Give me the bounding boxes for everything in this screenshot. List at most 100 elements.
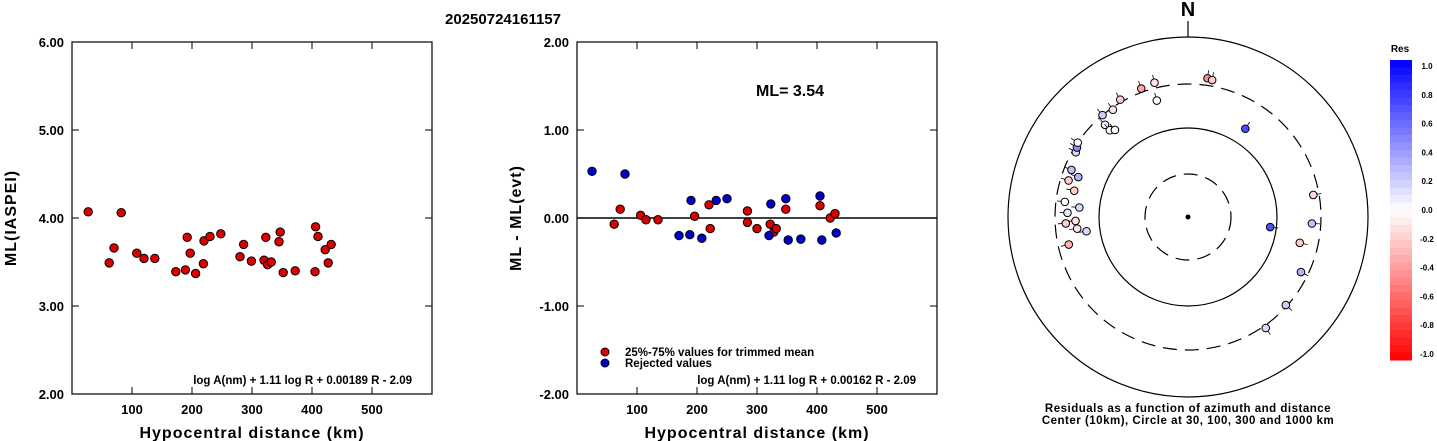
res-rejected-point — [831, 228, 841, 238]
ml-data-point — [150, 253, 160, 264]
res-rejected-point — [783, 235, 793, 245]
colorbar-segment — [1390, 75, 1412, 83]
res-y-tick-label: 2.00 — [544, 35, 569, 50]
ml-data-point — [116, 208, 126, 218]
ml-x-tick-label: 200 — [181, 402, 203, 417]
distance-ring — [1098, 127, 1278, 307]
colorbar-segment — [1390, 82, 1412, 91]
station-marker — [1296, 267, 1306, 277]
legend-label: 25%-75% values for trimmed mean — [625, 347, 814, 359]
station-marker — [1064, 240, 1074, 249]
colorbar-tick-label: 0.2 — [1421, 177, 1433, 186]
res-rejected-point — [766, 199, 776, 209]
colorbar-segment — [1390, 150, 1412, 158]
res-rejected-point — [685, 230, 695, 240]
polar-caption-line1: Residuals as a function of azimuth and d… — [1045, 403, 1331, 415]
station-marker — [1063, 208, 1072, 218]
res-trimmed-point — [742, 217, 753, 228]
station-marker — [1060, 197, 1070, 207]
res-trimmed-point — [742, 206, 753, 216]
colorbar-segment — [1390, 345, 1412, 353]
res-rejected-point — [815, 191, 825, 201]
colorbar-segment — [1390, 255, 1412, 263]
ml-data-point — [326, 239, 336, 250]
colorbar-segment — [1390, 315, 1412, 323]
colorbar-tick-label: -1.0 — [1420, 350, 1434, 359]
colorbar-segment — [1390, 202, 1412, 211]
ml-data-point — [109, 243, 119, 253]
ml-x-tick-label: 500 — [361, 402, 383, 417]
ml-y-tick-label: 6.00 — [39, 35, 64, 50]
res-rejected-point — [697, 233, 707, 243]
ml-data-point — [104, 258, 114, 268]
res-trimmed-point — [771, 223, 781, 234]
res-trimmed-point — [609, 219, 619, 229]
polar-caption-line2: Center (10km), Circle at 30, 100, 300 an… — [1042, 415, 1334, 427]
res-rejected-point — [686, 195, 696, 206]
res-trimmed-point — [815, 200, 825, 211]
colorbar-tick-label: -0.2 — [1420, 235, 1434, 244]
colorbar-segment — [1390, 292, 1412, 301]
station-marker — [1241, 124, 1250, 134]
colorbar-tick-label: -0.4 — [1420, 264, 1434, 273]
res-trimmed-point — [830, 208, 840, 219]
ml-y-tick-label: 2.00 — [39, 387, 64, 402]
colorbar-segment — [1390, 180, 1412, 188]
res-x-tick-label: 400 — [806, 402, 828, 417]
ml-y-tick-label: 3.00 — [39, 299, 64, 314]
colorbar-segment — [1390, 300, 1412, 308]
station-marker — [1072, 224, 1082, 233]
station-marker — [1098, 110, 1107, 120]
colorbar-tick-label: 0.0 — [1421, 206, 1433, 215]
colorbar-segment — [1390, 142, 1412, 151]
ml-data-point — [246, 256, 257, 266]
station-marker — [1207, 75, 1217, 85]
ml-data-point — [235, 252, 245, 262]
station-marker — [1136, 84, 1146, 93]
res-x-tick-label: 100 — [626, 402, 648, 417]
colorbar-tick-label: -0.6 — [1420, 292, 1434, 301]
ml-data-point — [266, 257, 276, 267]
station-marker — [1152, 96, 1162, 105]
colorbar-tick-label: 1.0 — [1421, 62, 1433, 71]
colorbar-segment — [1390, 307, 1412, 316]
colorbar-tick-label: 0.4 — [1421, 148, 1433, 157]
colorbar-segment — [1390, 165, 1412, 173]
ml-x-tick-label: 100 — [121, 402, 143, 417]
colorbar-segment — [1390, 97, 1412, 106]
res-trimmed-point — [641, 215, 651, 225]
station-marker — [1061, 219, 1071, 228]
colorbar-segment — [1390, 262, 1412, 271]
station-marker — [1075, 203, 1084, 212]
colorbar-segment — [1390, 135, 1412, 143]
res-rejected-point — [817, 235, 827, 245]
res-rejected-point — [722, 193, 732, 204]
colorbar-segment — [1390, 210, 1412, 218]
residual-colorbar: Res 1.0 0.8 0.6 0.4 0.2 0.0 -0.2 -0.4 -0.6 -0.8 -1.… — [1390, 44, 1434, 361]
station-marker — [1307, 219, 1317, 228]
colorbar-segment — [1390, 172, 1412, 181]
ml-value-label: ML= 3.54 — [756, 83, 824, 100]
station-marker — [1309, 190, 1318, 200]
ml-data-point — [278, 267, 288, 278]
legend-marker — [600, 358, 610, 368]
ml-data-point — [132, 248, 142, 258]
ml-data-point — [313, 231, 323, 242]
station-marker — [1150, 78, 1159, 87]
colorbar-segment — [1390, 322, 1412, 331]
res-rejected-point — [796, 234, 806, 244]
ml-y-tick-label: 5.00 — [39, 123, 64, 138]
station-marker — [1071, 216, 1080, 226]
colorbar-segment — [1390, 232, 1412, 241]
ml-data-point — [182, 232, 192, 243]
colorbar-segment — [1390, 127, 1412, 136]
residual-distance-panel: -2.00 -1.00 0.00 1.00 2.00 100 200 300 400 500 Hyp… — [508, 35, 938, 441]
ml-data-point — [180, 265, 191, 275]
colorbar-segment — [1390, 195, 1412, 203]
ml-y-tick-label: 4.00 — [39, 211, 64, 226]
res-rejected-point — [587, 166, 597, 177]
station-marker — [1082, 226, 1091, 236]
res-trimmed-point — [689, 211, 700, 221]
res-x-tick-label: 200 — [686, 402, 708, 417]
